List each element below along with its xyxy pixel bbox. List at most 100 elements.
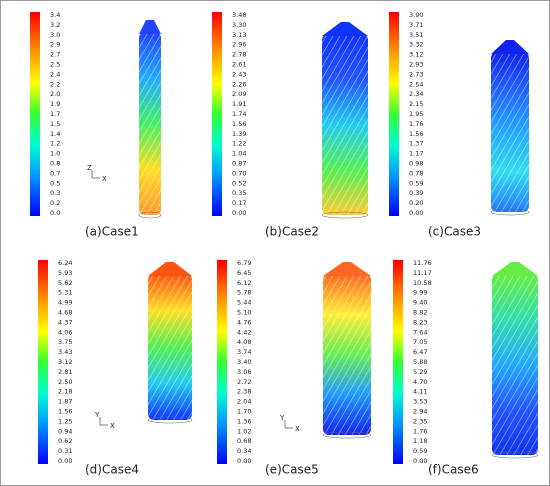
colorbar-label: 2.38 <box>237 388 251 396</box>
colorbar-label: 6.24 <box>58 259 72 267</box>
outlet <box>491 451 539 459</box>
axis-label: X <box>110 422 115 430</box>
nozzle <box>491 40 529 54</box>
colorbar-label: 0.31 <box>58 447 72 455</box>
colorbar <box>30 12 40 216</box>
colorbar-label: 7.64 <box>413 328 427 336</box>
caption: (b)Case2 <box>265 225 319 239</box>
caption: (e)Case5 <box>265 463 319 477</box>
colorbar-label: 3.53 <box>413 398 427 406</box>
colorbar-label: 2.26 <box>232 80 246 88</box>
colorbar-label: 4.06 <box>58 328 72 336</box>
colorbar-label: 3.71 <box>409 21 423 29</box>
axis-label: Y <box>279 414 285 422</box>
colorbar-label: 3.32 <box>409 41 423 49</box>
panel: 11.76 11.17 10.58 9.99 9.40 8.828.23 7.64 7.05 6… <box>393 259 539 477</box>
colorbar-label: 5.29 <box>413 368 427 376</box>
colorbar-label: 8.82 <box>413 309 427 317</box>
panel: 6.24 5.93 5.62 5.31 4.99 4.684.37 4.06 3.75 3.43… <box>38 259 193 477</box>
colorbar-label: 2.5 <box>50 61 60 69</box>
colorbar-label: 5.88 <box>413 358 427 366</box>
axis-label: Y <box>94 411 100 419</box>
colorbar-label: 0.70 <box>232 169 246 177</box>
colorbar-label: 0.98 <box>409 160 423 168</box>
panel: 6.79 6.45 6.12 5.78 5.44 5.104.76 4.42 4.08 3.74… <box>217 259 372 477</box>
colorbar-label: 3.06 <box>237 368 251 376</box>
panel: 3.4 3.2 3.0 2.9 2.7 2.52.4 2.2 2.0 1.9 1.7 1.5 1.4 1… <box>30 11 162 239</box>
colorbar-label: 9.40 <box>413 299 427 307</box>
colorbar-label: 2.73 <box>409 70 423 78</box>
colorbar-label: 11.76 <box>413 259 432 267</box>
colorbar-label: 1.87 <box>58 398 72 406</box>
colorbar-label: 0.2 <box>50 199 60 207</box>
colorbar-label: 0.17 <box>232 199 246 207</box>
colorbar-label: 3.0 <box>50 31 60 39</box>
colorbar-label: 1.22 <box>232 140 246 148</box>
colorbar-label: 3.2 <box>50 21 60 29</box>
colorbar-label: 5.78 <box>237 289 251 297</box>
colorbar-label: 0.5 <box>50 179 60 187</box>
nozzle <box>139 20 161 34</box>
colorbar-label: 0.00 <box>413 457 427 465</box>
axis-label: Z <box>87 164 92 172</box>
colorbar-label: 1.70 <box>237 408 251 416</box>
caption: (a)Case1 <box>85 225 139 239</box>
colorbar-label: 3.12 <box>409 51 423 59</box>
streamline-helix <box>148 274 192 420</box>
colorbar-label: 2.35 <box>413 417 427 425</box>
colorbar-label: 2.72 <box>237 378 251 386</box>
colorbar-label: 0.34 <box>237 447 251 455</box>
caption: (c)Case3 <box>428 225 481 239</box>
colorbar-label: 2.34 <box>409 90 423 98</box>
colorbar-label: 0.59 <box>413 447 427 455</box>
colorbar-label: 2.9 <box>50 41 60 49</box>
streamline-helix <box>322 34 368 215</box>
colorbar-label: 6.45 <box>237 269 251 277</box>
colorbar <box>389 12 399 216</box>
colorbar-label: 6.79 <box>237 259 251 267</box>
colorbar-label: 10.58 <box>413 279 432 287</box>
colorbar-label: 3.12 <box>58 358 72 366</box>
colorbar-label: 2.96 <box>232 41 246 49</box>
colorbar-label: 4.11 <box>413 388 427 396</box>
colorbar-label: 0.52 <box>232 179 246 187</box>
colorbar-label: 1.18 <box>413 437 427 445</box>
colorbar-label: 4.99 <box>58 299 72 307</box>
colorbar-label: 0.39 <box>409 189 423 197</box>
colorbar-label: 2.18 <box>58 388 72 396</box>
axis-label: X <box>102 175 107 183</box>
colorbar-label: 0.20 <box>409 199 423 207</box>
colorbar-label: 3.75 <box>58 338 72 346</box>
colorbar-label: 1.36 <box>237 417 251 425</box>
colorbar-label: 4.42 <box>237 328 251 336</box>
colorbar-label: 1.4 <box>50 130 60 138</box>
colorbar <box>38 260 48 464</box>
colorbar-label: 0.59 <box>409 179 423 187</box>
colorbar-label: 1.76 <box>409 120 423 128</box>
colorbar-label: 2.15 <box>409 100 423 108</box>
streamline-helix <box>139 32 161 215</box>
colorbar-label: 1.74 <box>232 110 246 118</box>
outlet <box>321 211 369 219</box>
colorbar-label: 1.17 <box>409 150 423 158</box>
colorbar-label: 0.68 <box>237 437 251 445</box>
colorbar-label: 1.56 <box>409 130 423 138</box>
outlet <box>138 211 162 219</box>
colorbar-label: 4.70 <box>413 378 427 386</box>
colorbar-label: 2.54 <box>409 80 423 88</box>
colorbar-label: 4.08 <box>237 338 251 346</box>
colorbar-label: 0.3 <box>50 189 60 197</box>
colorbar-label: 1.0 <box>50 150 60 158</box>
colorbar-label: 0.8 <box>50 160 60 168</box>
panel: 3.48 3.30 3.13 2.96 2.78 2.612.43 2.26 2.09 1.91… <box>212 11 369 239</box>
nozzle <box>492 262 538 276</box>
colorbar-label: 2.93 <box>409 61 423 69</box>
colorbar-label: 4.68 <box>58 309 72 317</box>
nozzle <box>322 22 368 36</box>
colorbar-label: 0.00 <box>409 209 423 217</box>
colorbar-label: 3.51 <box>409 31 423 39</box>
colorbar-label: 2.0 <box>50 90 60 98</box>
caption: (d)Case4 <box>85 463 139 477</box>
colorbar-label: 2.04 <box>237 398 251 406</box>
